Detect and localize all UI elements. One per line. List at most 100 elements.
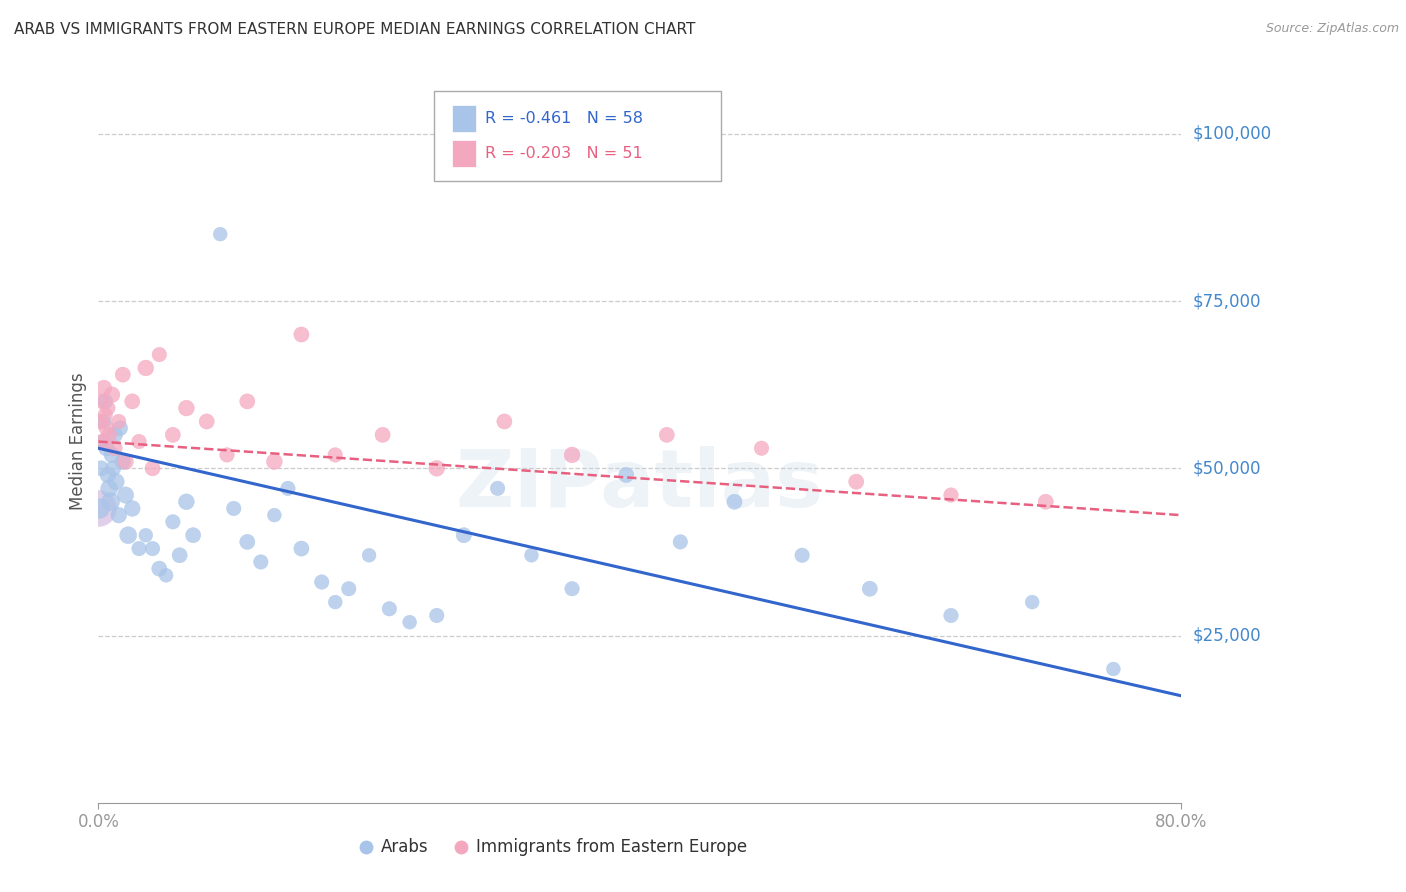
Point [87,501,110,516]
Point [97,467,120,482]
Point [614,467,637,482]
Text: $75,000: $75,000 [1192,292,1261,310]
Text: $100,000: $100,000 [1192,125,1271,143]
Point [90,394,112,409]
Point [669,534,692,549]
Point [181,528,204,542]
Point [108,421,131,435]
Point [263,454,285,469]
Point [141,541,165,556]
Point [195,414,218,428]
Y-axis label: Median Earnings: Median Earnings [69,373,87,510]
Text: Source: ZipAtlas.com: Source: ZipAtlas.com [1265,22,1399,36]
Point [91,434,114,449]
Point [93,381,115,395]
Point [89,414,111,428]
Point [114,454,136,469]
Point [107,414,129,428]
Point [723,494,745,508]
Text: ARAB VS IMMIGRANTS FROM EASTERN EUROPE MEDIAN EARNINGS CORRELATION CHART: ARAB VS IMMIGRANTS FROM EASTERN EUROPE M… [14,22,696,37]
Point [520,548,543,563]
Point [250,555,273,569]
Point [561,582,583,596]
Point [100,494,122,508]
Point [98,427,121,442]
Point [222,501,245,516]
Point [378,602,401,616]
Point [1102,662,1125,676]
Point [96,421,118,435]
Point [494,414,516,428]
Point [103,461,125,475]
Point [751,441,773,455]
Point [486,482,509,496]
Point [169,548,191,563]
Point [128,541,150,556]
FancyBboxPatch shape [453,139,477,167]
Point [426,461,449,475]
Point [1035,494,1057,508]
Point [93,414,115,428]
Point [98,482,121,496]
Legend: Arabs, Immigrants from Eastern Europe: Arabs, Immigrants from Eastern Europe [353,831,754,863]
Point [94,408,117,422]
Point [155,568,177,582]
Point [121,394,143,409]
Point [176,494,198,508]
Point [323,448,346,462]
Point [1021,595,1043,609]
Point [859,582,882,596]
Point [162,427,184,442]
Text: $50,000: $50,000 [1192,459,1261,477]
Point [94,394,117,409]
Point [236,394,259,409]
Point [105,475,128,489]
Point [114,488,136,502]
Point [845,475,868,489]
Point [939,488,962,502]
Point [111,368,134,382]
Point [97,401,120,416]
Point [148,348,170,362]
Point [311,575,333,590]
Point [104,441,127,455]
Point [101,387,124,401]
FancyBboxPatch shape [453,105,477,132]
Point [101,448,124,462]
Point [135,528,157,542]
Point [107,508,129,523]
Point [104,427,127,442]
Point [790,548,813,563]
Point [655,427,678,442]
Point [141,461,165,475]
Point [162,515,184,529]
Text: $25,000: $25,000 [1192,626,1261,645]
Point [371,427,394,442]
Point [128,434,150,449]
Point [337,582,360,596]
Point [359,548,381,563]
Point [90,461,112,475]
Point [148,562,170,576]
Point [89,501,111,516]
Point [111,454,134,469]
Point [939,608,962,623]
Point [263,508,285,523]
Point [290,541,312,556]
Point [209,227,232,241]
Point [96,441,118,455]
Point [121,501,143,516]
Point [426,608,449,623]
Point [176,401,198,416]
Point [215,448,238,462]
Text: R = -0.203   N = 51: R = -0.203 N = 51 [485,145,643,161]
Point [277,482,299,496]
Text: ZIPatlas: ZIPatlas [456,446,824,524]
Point [135,361,157,376]
Point [91,434,114,449]
Point [290,327,312,342]
Point [323,595,346,609]
Point [398,615,420,630]
Point [117,528,139,542]
Point [453,528,475,542]
